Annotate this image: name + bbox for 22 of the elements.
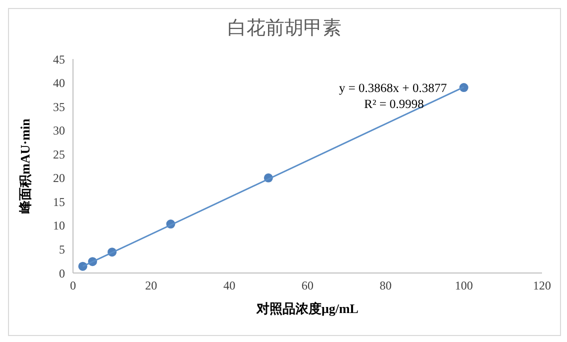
x-tick-label: 0 (70, 278, 76, 293)
y-tick-label: 45 (53, 52, 65, 66)
y-tick-label: 30 (53, 124, 65, 138)
y-tick-label: 0 (59, 266, 65, 280)
x-tick-label: 60 (302, 278, 314, 293)
x-tick-label: 40 (223, 278, 236, 293)
annotation: R² = 0.9998 (363, 97, 425, 112)
y-tick-label: 20 (53, 171, 65, 186)
chart-title: 白花前胡甲素 (226, 17, 342, 41)
x-axis-title: 对照品浓度μg/mL (256, 301, 359, 316)
y-tick-label: 10 (53, 218, 65, 233)
y-tick-label: 15 (53, 194, 65, 209)
y-tick-label: 35 (53, 100, 65, 114)
y-axis-title: 峰面积mAU·min (18, 118, 33, 214)
y-tick-label: 5 (59, 242, 65, 256)
y-tick-label: 25 (53, 147, 65, 162)
x-tick-label: 80 (380, 278, 392, 293)
x-tick-label: 20 (145, 278, 158, 293)
y-tick-label: 40 (53, 76, 65, 90)
annotation: y = 0.3868x + 0.3877 (338, 81, 448, 96)
x-tick-label: 100 (454, 278, 473, 293)
x-tick-label: 120 (533, 278, 551, 293)
